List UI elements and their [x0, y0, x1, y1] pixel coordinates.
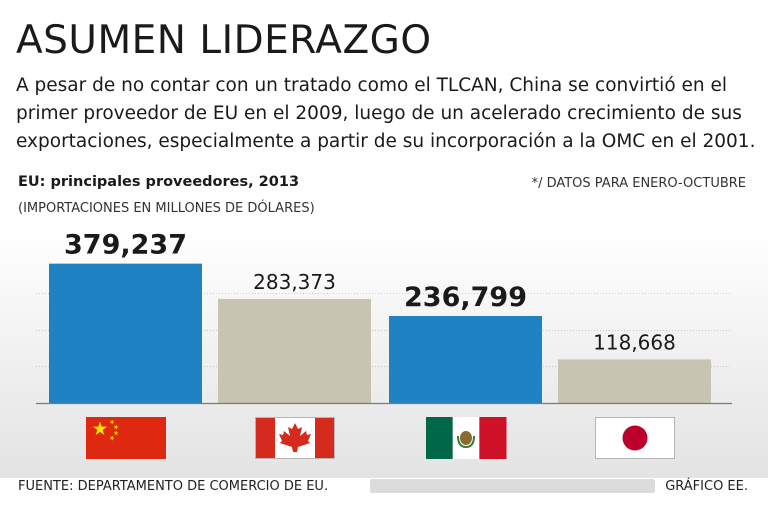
- bar-mxico: [389, 315, 542, 403]
- bar-value-label: 236,799: [404, 282, 527, 313]
- page-title: ASUMEN LIDERAZGO: [16, 18, 432, 63]
- japan-flag-icon: [595, 417, 675, 459]
- bar-canad: [218, 298, 371, 403]
- page-subtitle: A pesar de no contar con un tratado como…: [16, 75, 756, 152]
- bar-value-label: 283,373: [253, 270, 336, 294]
- canada-flag-icon: [255, 417, 335, 459]
- mexico-flag-icon: [426, 417, 507, 459]
- chart-title: EU: principales proveedores, 2013: [18, 174, 300, 190]
- chart-unit-label: (IMPORTACIONES EN MILLONES DE DÓLARES): [18, 201, 315, 216]
- china-flag-icon: [86, 417, 166, 459]
- bar-japn: [558, 359, 711, 403]
- bar-china: [49, 263, 202, 403]
- bar-value-label: 379,237: [64, 230, 187, 261]
- bar-value-label: 118,668: [593, 330, 676, 354]
- chart-note: */ DATOS PARA ENERO-OCTUBRE: [531, 176, 746, 191]
- credit-footer: GRÁFICO EE.: [665, 479, 748, 494]
- footer-divider: [370, 479, 655, 493]
- source-footer: FUENTE: DEPARTAMENTO DE COMERCIO DE EU.: [18, 479, 329, 494]
